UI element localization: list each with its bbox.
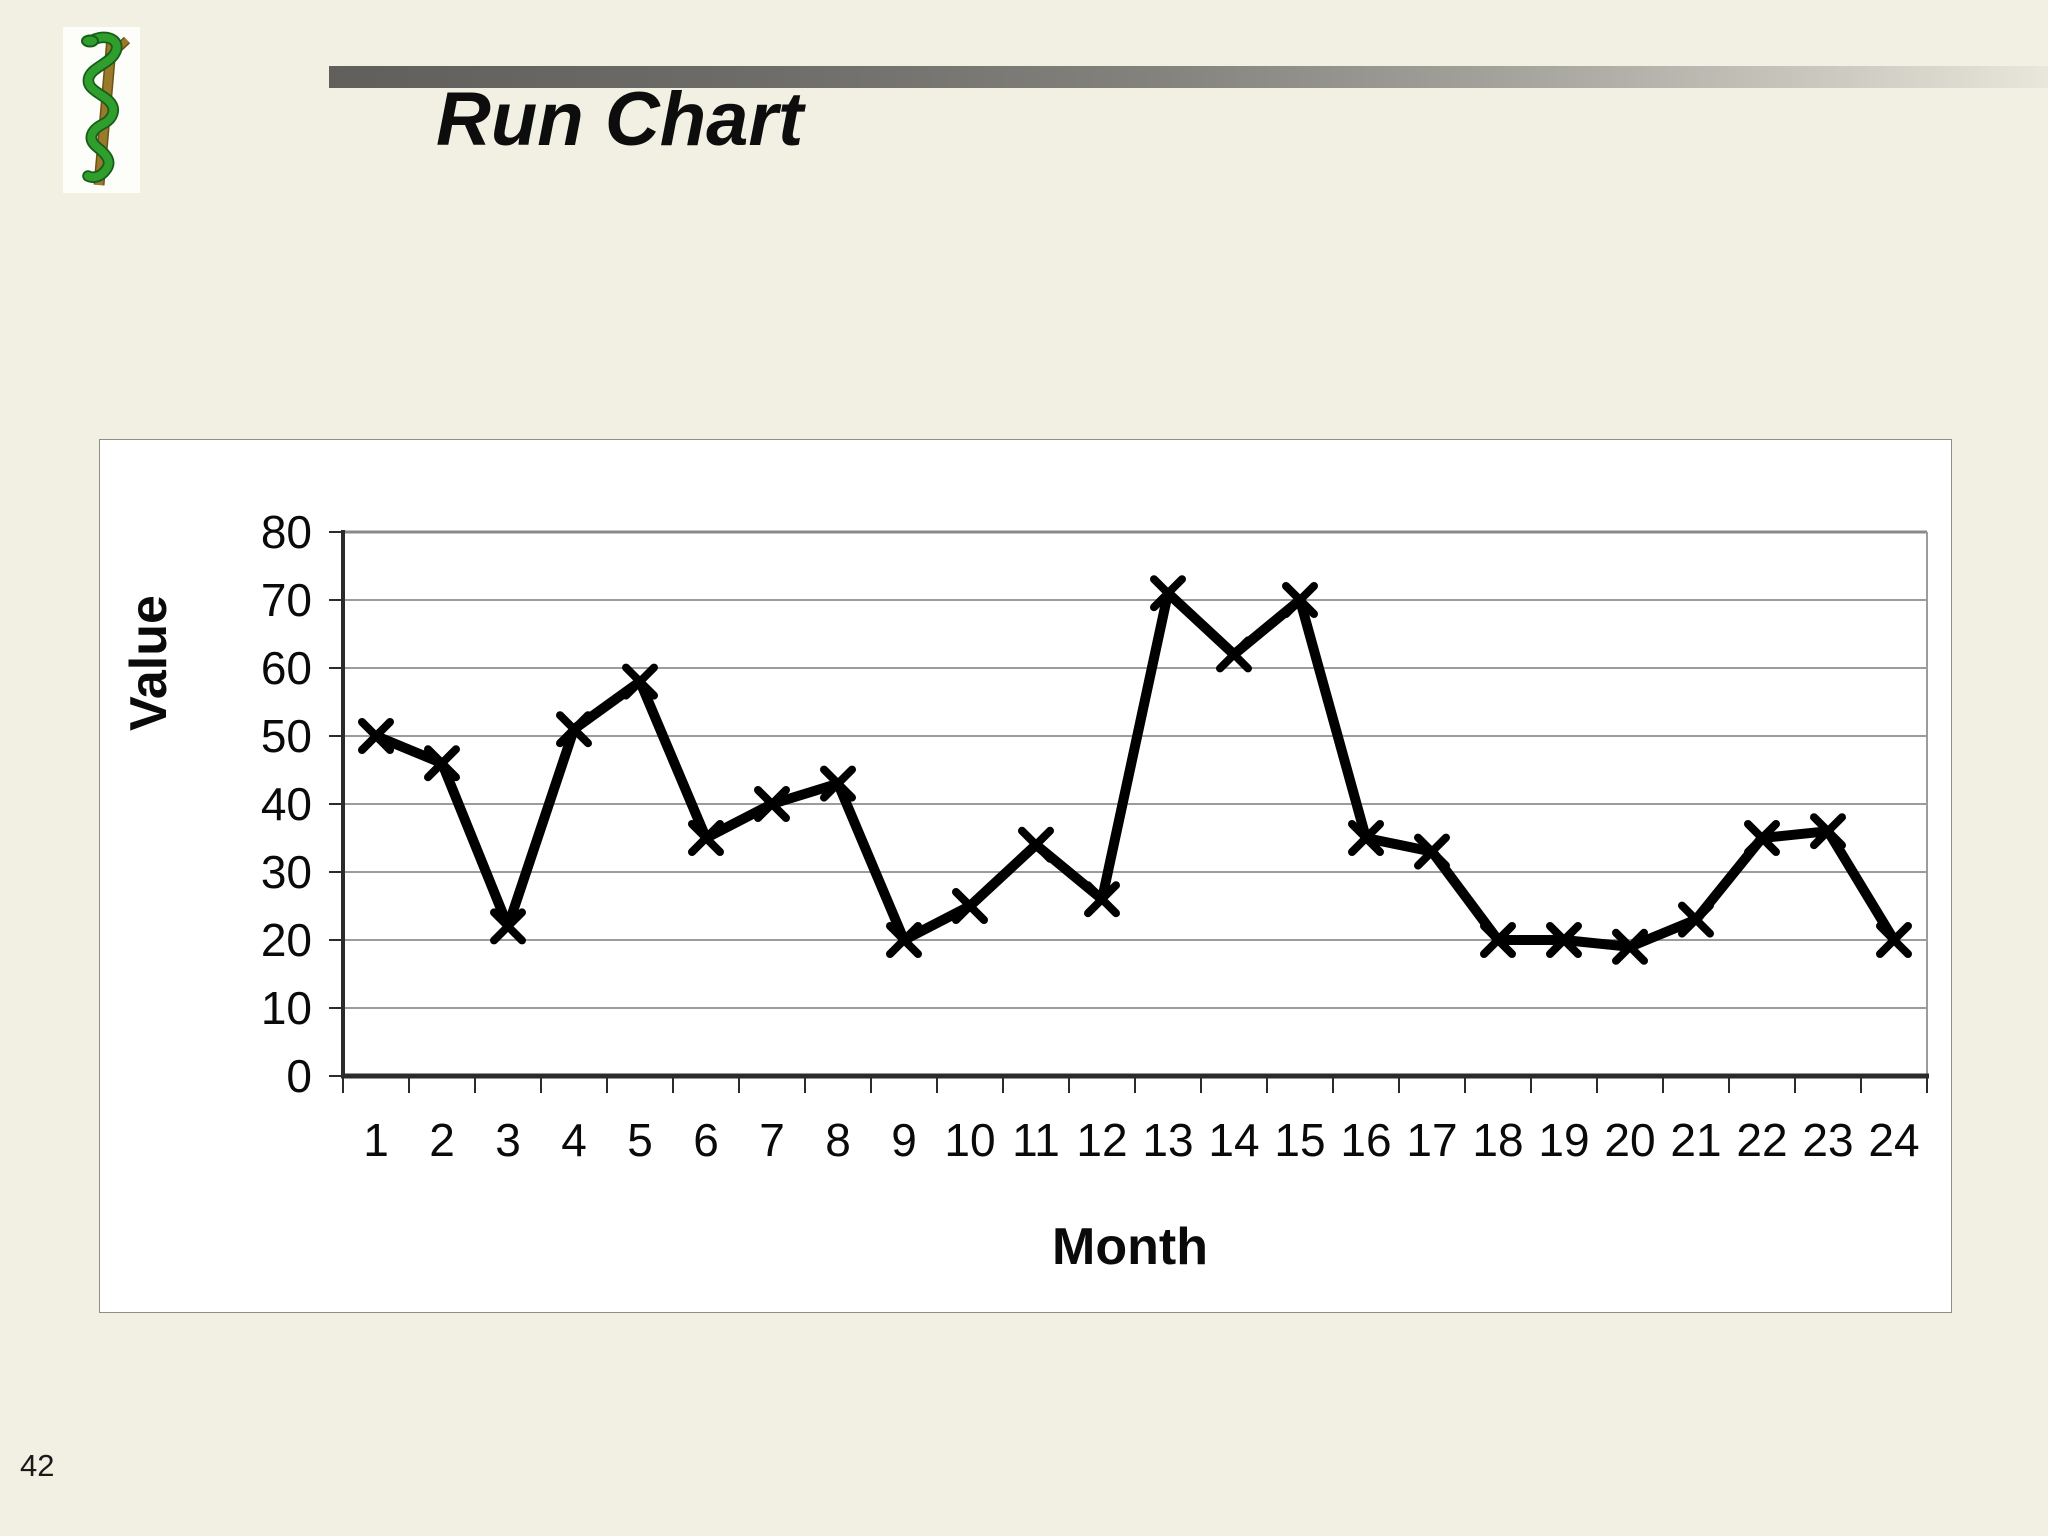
x-tick-label: 12: [1076, 1114, 1127, 1166]
snake-head: [81, 34, 99, 48]
data-point-marker: [1810, 813, 1846, 850]
slide-title: Run Chart: [436, 77, 804, 162]
run-chart-frame: 0 10 20 30 40 50 60 70 80 1 2 3 4 5 6 7 8 9 10 11 12 13 14 15 16…: [99, 439, 1952, 1313]
x-tick-label: 18: [1472, 1114, 1523, 1166]
data-point-marker: [1744, 820, 1780, 856]
x-tick-label: 10: [944, 1114, 995, 1166]
x-tick-label: 6: [693, 1114, 719, 1166]
x-tick-label: 7: [759, 1114, 785, 1166]
y-tick-label: 0: [286, 1050, 312, 1102]
data-point-marker: [358, 718, 394, 754]
data-point-marker: [1018, 826, 1054, 863]
page-number: 42: [20, 1448, 55, 1483]
x-tick-label: 3: [495, 1114, 521, 1166]
data-point-marker: [886, 922, 922, 958]
x-tick-label: 15: [1274, 1114, 1325, 1166]
data-point-marker: [556, 711, 592, 748]
data-point-marker: [1546, 922, 1582, 958]
data-point-marker: [1876, 922, 1912, 958]
x-tick-label: 19: [1538, 1114, 1589, 1166]
y-axis-title: Value: [120, 595, 178, 731]
data-point-marker: [1150, 575, 1186, 612]
y-tick-label: 40: [261, 778, 312, 830]
x-axis-title: Month: [1052, 1218, 1208, 1276]
x-tick-label: 4: [561, 1114, 587, 1166]
data-point-marker: [1348, 820, 1384, 856]
y-tick-label: 70: [261, 574, 312, 626]
x-tick-label: 9: [891, 1114, 917, 1166]
x-tick-label: 11: [1012, 1114, 1060, 1166]
data-point-marker: [820, 765, 856, 802]
y-tick-label: 80: [261, 506, 312, 558]
y-tick-label: 20: [261, 914, 312, 966]
data-point-marker: [952, 888, 988, 924]
data-point-marker: [688, 820, 724, 856]
data-point-marker: [1084, 881, 1120, 918]
rod-of-asclepius-icon: [81, 31, 131, 186]
x-tick-label: 22: [1736, 1114, 1787, 1166]
x-tick-label: 23: [1802, 1114, 1853, 1166]
y-tick-label: 10: [261, 982, 312, 1034]
x-tick-label: 16: [1340, 1114, 1391, 1166]
y-tick-label: 50: [261, 710, 312, 762]
data-point-marker: [622, 663, 658, 700]
data-point-marker: [1216, 636, 1252, 673]
data-point-marker: [1414, 833, 1450, 870]
data-point-marker: [1612, 928, 1648, 965]
data-point-marker: [1678, 901, 1714, 938]
data-point-marker: [754, 786, 790, 822]
x-tick-label: 17: [1406, 1114, 1457, 1166]
y-tick-label: 30: [261, 846, 312, 898]
x-tick-label: 13: [1142, 1114, 1193, 1166]
y-tick-label: 60: [261, 642, 312, 694]
snake-body: [84, 33, 121, 182]
series-line: [371, 588, 1899, 952]
title-accent-bar: [329, 66, 2048, 88]
data-point-marker: [1282, 582, 1318, 618]
x-tick-label: 2: [429, 1114, 455, 1166]
x-tick-label: 1: [363, 1114, 389, 1166]
x-tick-label: 14: [1208, 1114, 1259, 1166]
x-tick-label: 8: [825, 1114, 851, 1166]
x-tick-label: 24: [1868, 1114, 1919, 1166]
x-tick-label: 5: [627, 1114, 653, 1166]
x-tick-label: 20: [1604, 1114, 1655, 1166]
data-point-marker: [1480, 922, 1516, 958]
data-point-marker: [490, 908, 526, 945]
data-point-marker: [424, 745, 460, 782]
x-tick-label: 21: [1670, 1114, 1721, 1166]
rod-of-asclepius-logo: [63, 27, 140, 193]
